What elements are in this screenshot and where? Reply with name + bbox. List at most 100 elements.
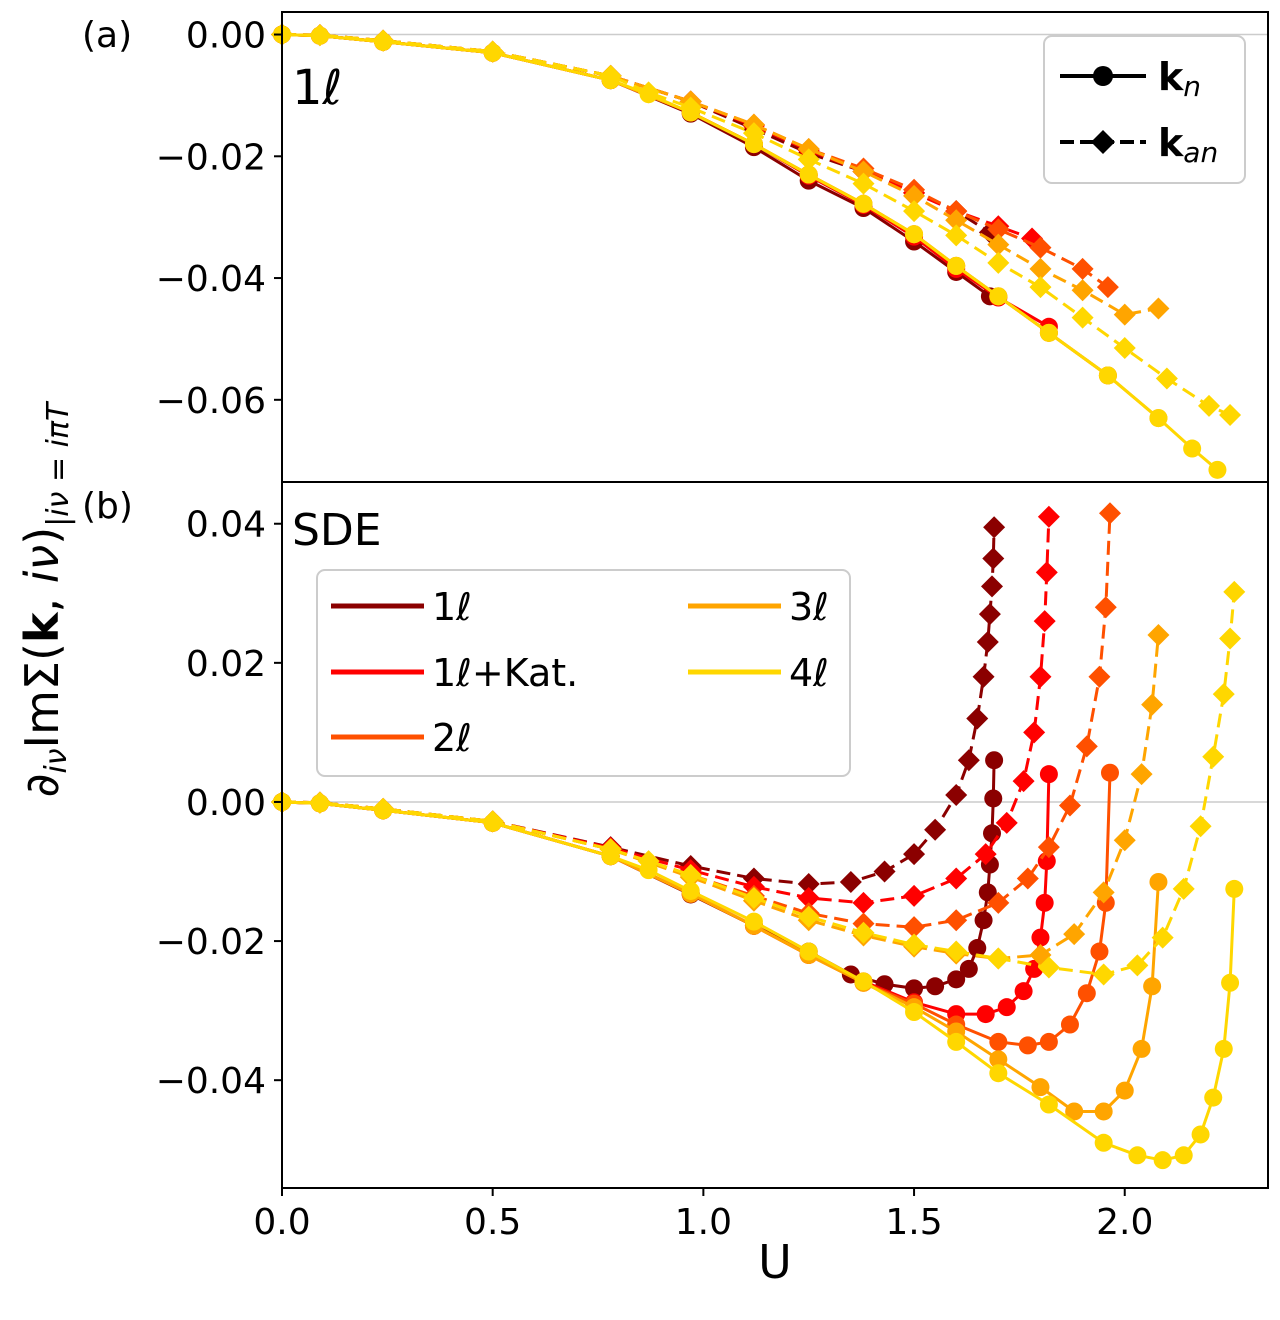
y-tick-label: 0.04 (186, 505, 266, 546)
data-point (1035, 893, 1054, 912)
data-point (1151, 926, 1174, 949)
data-point (1098, 502, 1121, 525)
panel-a-y-ticks: 0.00 −0.02 −0.04 −0.06 (156, 16, 282, 422)
data-point (308, 791, 331, 814)
y-axis-label-k: k (15, 611, 69, 643)
data-point (989, 287, 1008, 306)
data-point (1130, 763, 1153, 786)
data-point (974, 843, 997, 866)
data-point (1088, 665, 1111, 688)
legend-3l-label: 3ℓ (789, 585, 829, 629)
panel-b-legend-box (316, 569, 851, 777)
panel-a-legend: kn k an (1043, 35, 1246, 184)
data-point (978, 883, 997, 902)
panel-b-label: (b) (82, 486, 133, 527)
data-point (1132, 1039, 1151, 1058)
data-point (985, 751, 1004, 770)
data-point (1033, 610, 1056, 633)
data-point (1147, 297, 1170, 320)
data-point (1113, 337, 1136, 360)
data-point (945, 909, 968, 932)
legend-kn-label: kn (1158, 55, 1201, 103)
data-point (854, 194, 873, 213)
panel-b: 0.04 0.02 0.00 −0.02 −0.04 0.0 0.5 1.0 1.5 2.0 (… (82, 481, 1269, 1243)
data-point (1212, 683, 1235, 706)
data-point (1208, 460, 1227, 479)
x-axis-label: U (758, 1235, 792, 1289)
data-point (905, 225, 924, 244)
data-point (1183, 439, 1202, 458)
data-point (679, 863, 702, 886)
data-point (957, 749, 980, 772)
y-tick-label: −0.04 (156, 259, 266, 300)
data-point (852, 891, 875, 914)
legend-1l-label: 1ℓ (432, 585, 472, 629)
x-tick-label: 0.5 (464, 1202, 521, 1243)
data-point (1039, 1095, 1058, 1114)
data-point (1077, 984, 1096, 1003)
data-point (852, 172, 875, 195)
data-point (945, 209, 968, 232)
data-point (1191, 1125, 1210, 1144)
data-point (1225, 879, 1244, 898)
data-point (1149, 409, 1168, 428)
data-point (945, 867, 968, 890)
data-point (1204, 1088, 1223, 1107)
data-point (1037, 836, 1060, 859)
data-point (1071, 306, 1094, 329)
data-point (982, 547, 1005, 570)
data-point (1023, 721, 1046, 744)
data-point (1063, 923, 1086, 946)
data-point (1219, 627, 1242, 650)
data-point (1094, 596, 1117, 619)
legend-4l-label: 4ℓ (789, 651, 829, 695)
data-point (926, 977, 945, 996)
x-tick-label: 1.5 (885, 1202, 942, 1243)
data-point (599, 838, 622, 861)
data-point (997, 998, 1016, 1017)
data-point (1147, 624, 1170, 647)
legend-kn-symbol: k (1158, 55, 1184, 99)
data-point (976, 1005, 995, 1024)
legend-kn-subscript: n (1183, 70, 1201, 103)
data-point (637, 81, 660, 104)
y-axis-label-eval: |iν = iπT (41, 400, 76, 527)
data-point (681, 881, 700, 900)
data-point (947, 970, 966, 989)
data-point (1031, 1078, 1050, 1097)
y-tick-label: 0.00 (186, 783, 266, 824)
data-point (1141, 693, 1164, 716)
data-point (1029, 665, 1052, 688)
data-point (924, 818, 947, 841)
data-point (987, 891, 1010, 914)
legend-kan-marker (1091, 130, 1115, 154)
y-axis-label-args: , (15, 583, 69, 612)
data-point (799, 942, 818, 961)
data-point (1096, 276, 1119, 299)
data-point (1221, 973, 1240, 992)
data-point (945, 940, 968, 963)
series-a-9 (271, 23, 1242, 427)
data-point (989, 1064, 1008, 1083)
y-axis-label-sub-inu: iν (39, 748, 74, 773)
data-point (481, 40, 504, 63)
y-axis-label: ∂iνImΣ(k, iν)|iν = iπT (15, 400, 76, 797)
panel-b-legend: 1ℓ 1ℓ+Kat. 2ℓ 3ℓ 4ℓ (316, 569, 851, 777)
data-point (987, 947, 1010, 970)
data-point (903, 200, 926, 223)
data-point (989, 1032, 1008, 1051)
y-axis-label-body: ImΣ( (15, 643, 69, 748)
y-axis-label-close: ) (15, 527, 69, 545)
data-point (1128, 1146, 1147, 1165)
data-point (1219, 404, 1242, 427)
data-point (854, 972, 873, 991)
data-point (987, 233, 1010, 256)
data-point (599, 64, 622, 87)
x-tick-label: 0.0 (253, 1202, 310, 1243)
legend-kan-subscript: an (1183, 136, 1218, 169)
data-point (839, 870, 862, 893)
panel-b-annotation: SDE (292, 505, 382, 556)
data-point (968, 939, 987, 958)
data-point (1198, 394, 1221, 417)
data-point (1189, 815, 1212, 838)
